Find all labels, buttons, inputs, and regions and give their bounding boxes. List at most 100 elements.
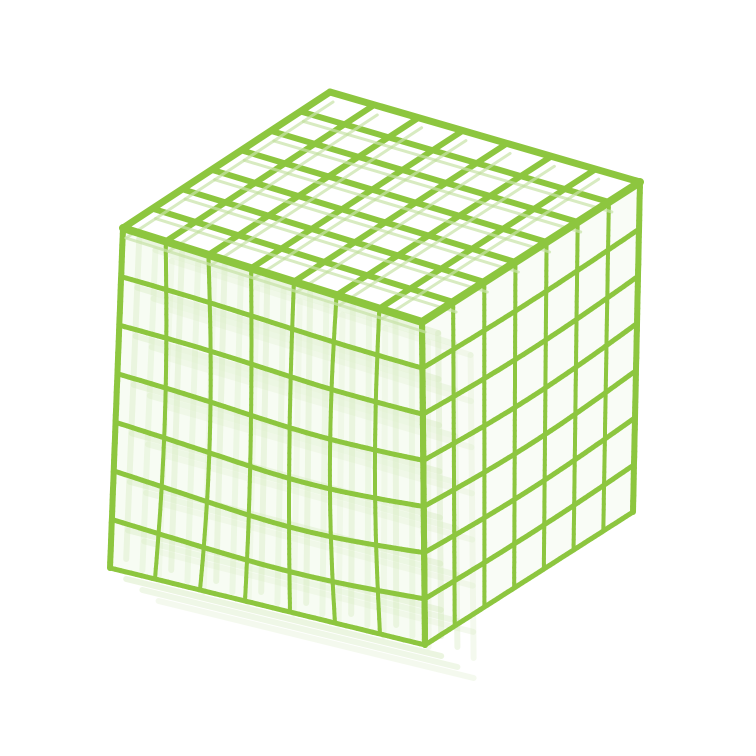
top-face-strut-b [290, 140, 511, 285]
left-panel [121, 228, 167, 290]
left-panel [209, 402, 251, 467]
top-cell-depth [368, 264, 403, 287]
back-strut-horizontal [152, 247, 458, 347]
top-cell-depth [430, 224, 464, 248]
top-cell-depth [197, 230, 243, 247]
top-face-strut-a [208, 166, 519, 265]
top-cell-depth [286, 152, 320, 175]
top-face-strut-b [162, 101, 378, 245]
left-panel [330, 536, 378, 591]
back-strut-vertical [467, 352, 477, 661]
left-panel [210, 351, 252, 416]
left-panel [203, 501, 249, 561]
left-panel [375, 498, 425, 553]
top-cell-depth [270, 204, 303, 228]
back-strut-horizontal [123, 576, 445, 659]
back-strut-vertical [348, 303, 356, 617]
back-strut-vertical [408, 327, 416, 639]
top-cell-depth [535, 197, 570, 221]
back-strut-vertical [303, 289, 314, 606]
top-cell-depth [491, 204, 539, 221]
left-panel [289, 427, 331, 489]
top-cell-depth [411, 277, 446, 301]
top-cell-depth [154, 217, 200, 234]
top-cell-depth [380, 317, 427, 334]
left-panel [377, 590, 425, 645]
left-panel [375, 450, 424, 507]
back-strut-vertical [258, 276, 271, 595]
top-cell-depth [442, 277, 489, 294]
top-cell-depth [430, 244, 477, 261]
left-panel [375, 355, 423, 415]
top-cell-depth [330, 165, 363, 188]
top-face-strut-b [333, 153, 555, 299]
top-cell-depth [242, 139, 276, 162]
top-cell-depth [239, 243, 286, 261]
back-strut-vertical [184, 260, 202, 584]
left-panel [200, 547, 247, 601]
top-cell-depth [386, 211, 421, 234]
top-cell-depth [360, 165, 407, 182]
top-cell-depth [566, 197, 614, 214]
top-cell-depth [417, 191, 451, 215]
top-cell-depth [360, 145, 394, 169]
back-strut-vertical [435, 330, 445, 639]
top-cell-depth [316, 132, 349, 156]
top-face-strut-a [238, 147, 550, 245]
left-panel [245, 560, 290, 612]
top-cell-depth [399, 264, 446, 281]
left-panel [289, 571, 335, 623]
left-panel [376, 545, 425, 599]
top-cell-depth [368, 283, 415, 301]
back-strut-horizontal [148, 344, 459, 440]
top-cell-depth [154, 197, 187, 221]
top-cell-depth [403, 158, 438, 182]
left-panel [330, 389, 376, 450]
back-strut-vertical [139, 247, 159, 573]
top-cell-depth [124, 236, 171, 253]
right-face-strut-horizontal [627, 509, 636, 517]
top-face-strut-a [149, 205, 457, 305]
left-panel [207, 452, 251, 516]
top-cell-depth [491, 184, 526, 208]
edge-top-back-left [119, 88, 334, 232]
left-panel [330, 439, 376, 499]
top-cell-depth [390, 145, 438, 162]
back-strut-vertical [213, 262, 228, 584]
top-cell-depth [504, 237, 552, 254]
left-panel [251, 364, 291, 428]
top-cell-depth [213, 158, 246, 182]
top-cell-depth [386, 230, 434, 248]
top-cell-depth [270, 224, 317, 241]
top-cell-depth [434, 158, 482, 175]
left-panel [330, 488, 377, 546]
top-cell-depth [226, 210, 273, 228]
top-cell-depth [301, 100, 335, 123]
left-panel [289, 526, 333, 582]
top-cell-depth [356, 250, 403, 267]
left-panel [166, 289, 211, 352]
top-cell-depth [478, 151, 512, 175]
back-strut-vertical [335, 311, 346, 628]
top-cell-depth [226, 191, 260, 214]
back-strut-horizontal [155, 598, 477, 681]
top-cell-depth [403, 178, 451, 195]
back-strut-vertical [274, 287, 287, 606]
left-panel [117, 325, 167, 389]
top-cell-depth [338, 303, 384, 321]
back-strut-horizontal [159, 500, 476, 589]
top-cell-depth [213, 178, 260, 195]
left-panel [250, 415, 290, 479]
back-strut-horizontal [150, 295, 458, 394]
left-panel [208, 254, 252, 316]
top-face-strut-b [205, 114, 422, 258]
top-cell-depth [343, 198, 377, 221]
top-cell-depth [522, 164, 556, 188]
edge-top-front-right [418, 178, 644, 326]
top-cell-depth [373, 178, 407, 202]
top-cell-depth [473, 237, 508, 261]
back-strut-horizontal [157, 549, 477, 635]
top-cell-depth [478, 171, 526, 188]
left-panel [251, 268, 294, 329]
